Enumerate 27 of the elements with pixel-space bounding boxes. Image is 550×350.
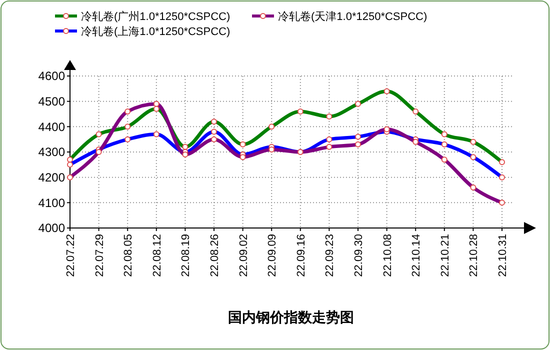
x-tick-label: 22.07.22	[65, 234, 77, 277]
y-tick-label: 4300	[38, 145, 66, 160]
x-tick-label: 22.10.08	[382, 234, 394, 277]
x-tick-label: 22.10.21	[439, 234, 452, 277]
x-tick-label: 22.10.14	[410, 234, 423, 277]
y-tick-label: 4500	[38, 94, 66, 109]
x-tick-label: 22.08.12	[151, 234, 164, 277]
x-tick-label: 22.08.19	[180, 234, 192, 277]
legend-label: 冷轧卷(上海1.0*1250*CSPCC)	[81, 24, 230, 38]
y-tick-label: 4200	[38, 170, 66, 185]
x-tick-label: 22.08.26	[209, 234, 221, 277]
x-tick-label: 22.09.09	[266, 234, 279, 277]
x-tick-label: 22.10.28	[468, 234, 480, 277]
x-tick-label: 22.07.29	[94, 234, 106, 277]
legend-label: 冷轧卷(广州1.0*1250*CSPCC)	[81, 10, 230, 23]
x-tick-label: 22.08.05	[122, 234, 135, 277]
x-tick-label: 22.09.23	[324, 234, 336, 277]
x-tick-label: 22.09.02	[238, 234, 250, 277]
y-tick-label: 4000	[38, 221, 66, 236]
text: 国内钢价指数走势图	[228, 309, 354, 325]
x-tick-label: 22.10.31	[497, 234, 509, 277]
x-tick-label: 22.09.30	[353, 234, 365, 277]
y-tick-label: 4100	[38, 196, 66, 210]
legend-label: 冷轧卷(天津1.0*1250*CSPCC)	[278, 10, 428, 23]
y-tick-label: 4400	[38, 120, 66, 134]
y-tick-label: 4600	[38, 69, 66, 84]
x-tick-label: 22.09.16	[295, 234, 308, 277]
